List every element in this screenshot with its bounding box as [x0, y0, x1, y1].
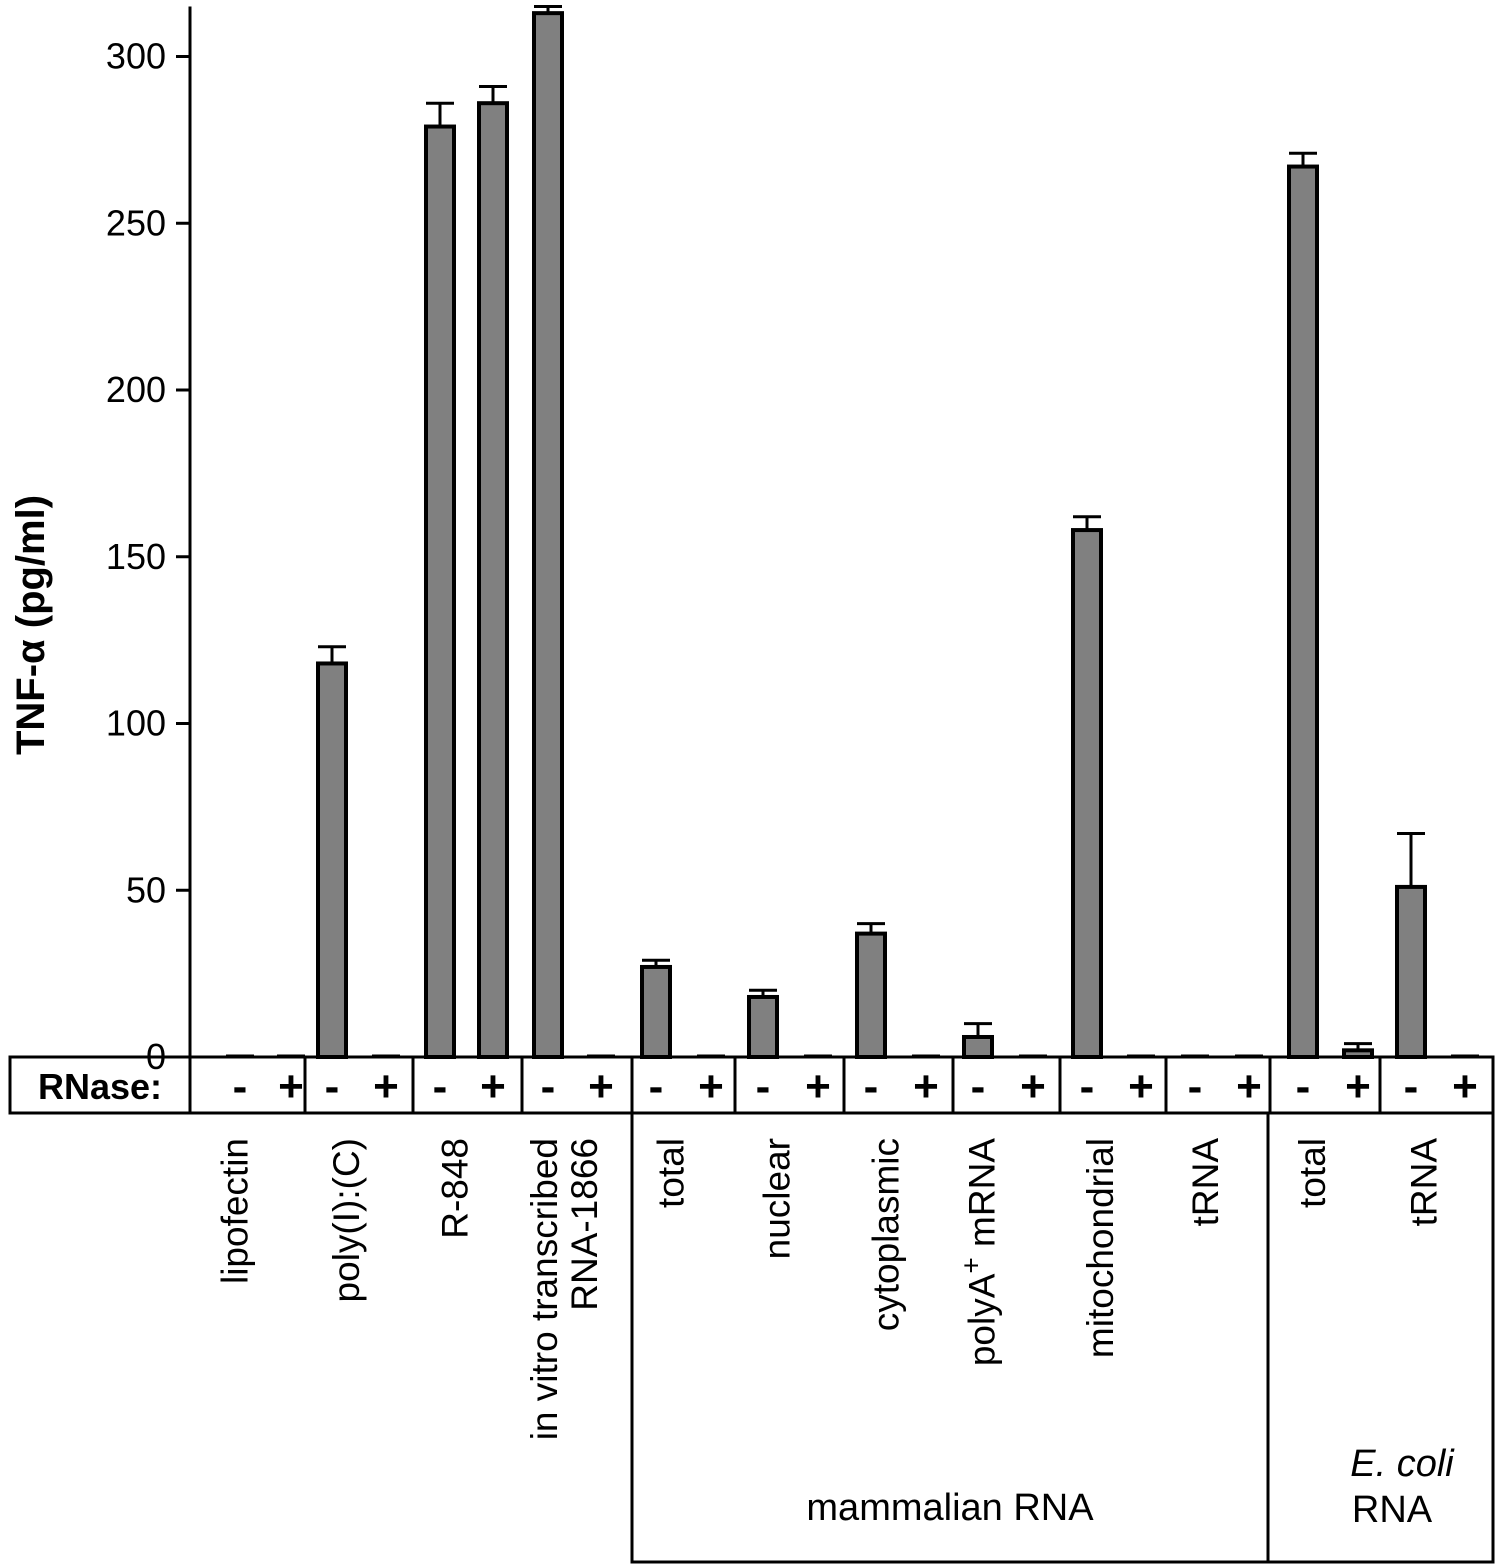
rnase-minus: - — [1296, 1062, 1311, 1111]
category-label: poly(I):(C) — [326, 1138, 367, 1302]
rnase-row-box — [8, 1055, 1495, 1115]
category-label: R-848 — [435, 1138, 476, 1239]
bar — [477, 101, 509, 1059]
category-label: tRNA — [1404, 1138, 1445, 1227]
bar — [1395, 884, 1427, 1059]
bar — [962, 1034, 994, 1059]
rnase-minus: - — [1188, 1062, 1203, 1111]
group-label-ecoli-species: E. coli — [1350, 1443, 1455, 1485]
rnase-plus: + — [698, 1062, 724, 1111]
bar — [424, 124, 456, 1060]
rnase-minus: - — [971, 1062, 986, 1111]
y-tick-label: 50 — [126, 869, 166, 910]
rnase-minus: - — [325, 1062, 340, 1111]
rnase-minus: - — [756, 1062, 771, 1111]
rnase-plus: + — [1345, 1062, 1371, 1111]
category-label: total — [651, 1138, 692, 1208]
rnase-plus: + — [1236, 1062, 1262, 1111]
category-label: mitochondrial — [1080, 1138, 1121, 1358]
y-tick-label: 100 — [106, 703, 166, 744]
bar — [855, 931, 887, 1059]
category-label: nuclear — [757, 1138, 798, 1259]
category-labels: lipofectin poly(I):(C) R-848 in vitro trans… — [215, 1138, 1445, 1441]
y-tick-label: 200 — [106, 369, 166, 410]
bar — [640, 964, 672, 1060]
rnase-minus: - — [541, 1062, 556, 1111]
rnase-minus: - — [433, 1062, 448, 1111]
group-bracket — [630, 1113, 1495, 1564]
group-label-mammalian: mammalian RNA — [806, 1487, 1094, 1529]
rnase-plus: + — [913, 1062, 939, 1111]
rnase-plus: + — [588, 1062, 614, 1111]
y-tick-label: 300 — [106, 36, 166, 77]
category-label: tRNA — [1185, 1138, 1226, 1227]
y-axis-label: TNF-α (pg/ml) — [9, 495, 53, 755]
rnase-plus: + — [1452, 1062, 1478, 1111]
bar — [316, 661, 348, 1059]
category-label: cytoplasmic — [866, 1138, 907, 1331]
rnase-plus: + — [373, 1062, 399, 1111]
rnase-minus: - — [233, 1062, 248, 1111]
rnase-minus: - — [1404, 1062, 1419, 1111]
bar — [532, 11, 564, 1059]
rnase-minus: - — [864, 1062, 879, 1111]
category-label: lipofectin — [215, 1138, 256, 1284]
category-label: polyA+ mRNA — [956, 1138, 1003, 1366]
group-label-ecoli-rna: RNA — [1352, 1489, 1433, 1531]
rnase-minus: - — [649, 1062, 664, 1111]
y-tick-label: 250 — [106, 202, 166, 243]
category-label: in vitro transcribedRNA-1866 — [524, 1138, 605, 1440]
category-label: total — [1292, 1138, 1333, 1208]
rnase-minus: - — [1080, 1062, 1095, 1111]
rnase-plus: + — [278, 1062, 304, 1111]
rnase-table: RNase: - + - + - + - + - + - + - + - + - + - + - + - + — [8, 1055, 1495, 1564]
rnase-plus: + — [1020, 1062, 1046, 1111]
bar — [1071, 528, 1103, 1059]
rnase-label: RNase: — [38, 1066, 162, 1107]
rnase-plus: + — [480, 1062, 506, 1111]
bars — [226, 4, 1479, 1060]
rnase-plus: + — [805, 1062, 831, 1111]
rnase-plus: + — [1128, 1062, 1154, 1111]
bar — [1287, 164, 1319, 1059]
y-tick-label: 150 — [106, 536, 166, 577]
bar — [747, 994, 779, 1059]
